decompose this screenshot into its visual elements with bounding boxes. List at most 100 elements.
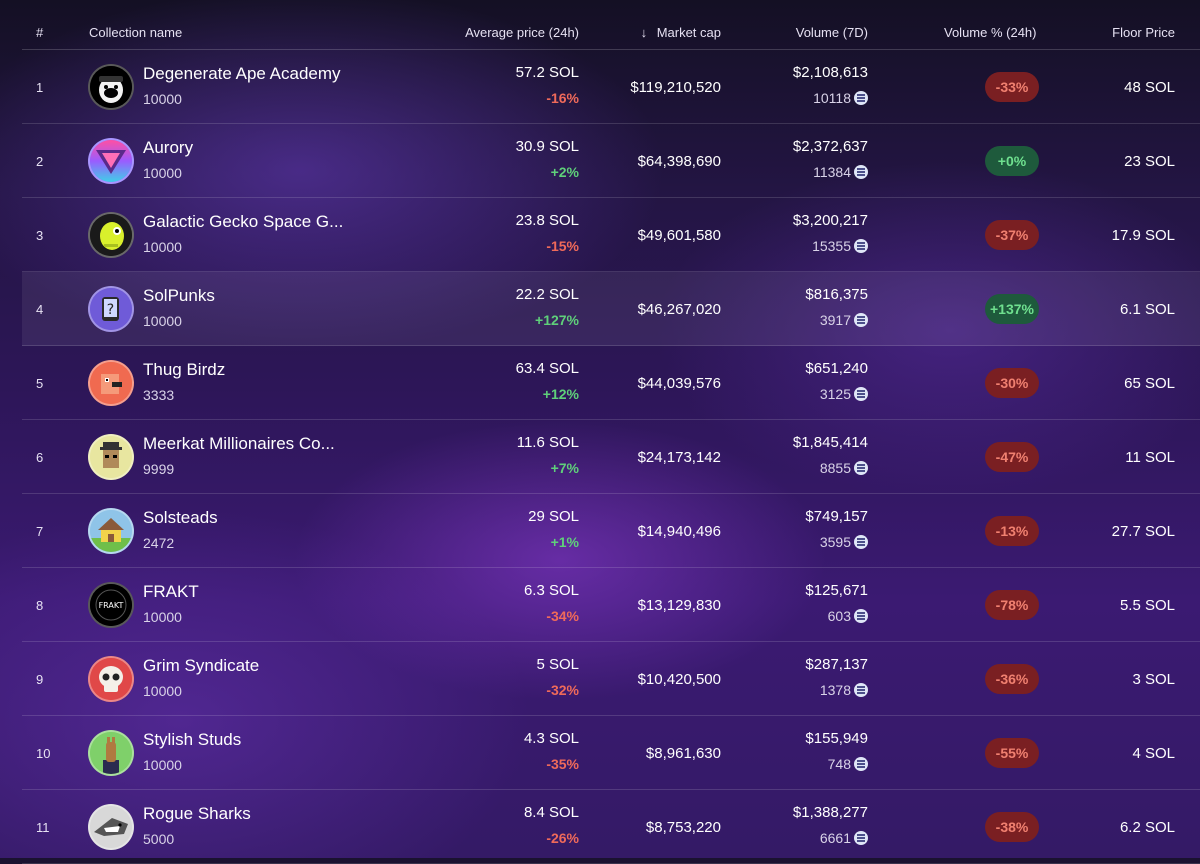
- floor-price: 17.9 SOL: [1111, 227, 1175, 244]
- market-cap: $8,961,630: [645, 745, 721, 762]
- collection-name[interactable]: FRAKT: [143, 582, 199, 601]
- table-row[interactable]: 2 Aurory 10000 30.9 SOL +2% $64,398,690 …: [22, 124, 1200, 198]
- header-market-cap[interactable]: ↓ Market cap: [641, 25, 721, 40]
- floor-price: 6.2 SOL: [1119, 819, 1175, 836]
- table-row[interactable]: 9 Grim Syndicate 10000 5 SOL -32% $10,42…: [22, 642, 1200, 716]
- house-avatar-icon[interactable]: [88, 508, 134, 554]
- collection-name[interactable]: Aurory: [143, 138, 194, 157]
- volume-7d: $1,845,414: [792, 434, 868, 451]
- volume-7d: $125,671: [805, 582, 868, 599]
- sales-count-value: 3917: [819, 312, 851, 328]
- collection-supply: 9999: [143, 461, 175, 477]
- collection-name[interactable]: Solsteads: [143, 508, 218, 527]
- collection-name[interactable]: Meerkat Millionaires Co...: [143, 434, 335, 453]
- volume-7d: $1,388,277: [792, 804, 868, 821]
- volume-7d: $287,137: [805, 656, 868, 673]
- table-row[interactable]: 8 FRAKT FRAKT 10000 6.3 SOL -34% $13,129…: [22, 568, 1200, 642]
- collections-table: # Collection name Average price (24h) ↓ …: [22, 0, 1200, 864]
- price-change: +2%: [550, 164, 579, 180]
- skull-avatar-icon[interactable]: [88, 656, 134, 702]
- market-cap: $14,940,496: [637, 523, 721, 540]
- average-price: 23.8 SOL: [515, 212, 579, 229]
- sales-count: 8855: [820, 460, 868, 476]
- header-volume-percent[interactable]: Volume % (24h): [944, 25, 1037, 40]
- gecko-avatar-icon[interactable]: [88, 212, 134, 258]
- volume-percent-badge: -36%: [985, 664, 1039, 694]
- collection-name[interactable]: Thug Birdz: [143, 360, 226, 379]
- volume-percent-badge: +137%: [985, 294, 1039, 324]
- floor-price: 6.1 SOL: [1119, 301, 1175, 318]
- collection-name[interactable]: SolPunks: [143, 286, 215, 305]
- header-volume[interactable]: Volume (7D): [795, 25, 868, 40]
- solana-icon: [854, 683, 868, 697]
- collection-supply: 10000: [143, 757, 182, 773]
- table-row[interactable]: 11 Rogue Sharks 5000 8.4 SOL -26% $8,753…: [22, 790, 1200, 864]
- collection-supply: 10000: [143, 165, 182, 181]
- volume-percent-badge: -13%: [985, 516, 1039, 546]
- table-row[interactable]: 10 Stylish Studs 10000 4.3 SOL -35% $8,9…: [22, 716, 1200, 790]
- meerkat-avatar-icon[interactable]: [88, 434, 134, 480]
- punk-avatar-icon[interactable]: ?: [88, 286, 134, 332]
- collection-name[interactable]: Rogue Sharks: [143, 804, 251, 823]
- ape-avatar-icon[interactable]: [88, 64, 134, 110]
- solana-icon: [854, 239, 868, 253]
- table-row[interactable]: 4 ? SolPunks 10000 22.2 SOL +127% $46,26…: [22, 272, 1200, 346]
- header-average-price[interactable]: Average price (24h): [465, 25, 579, 40]
- horse-avatar-icon[interactable]: [88, 730, 134, 776]
- solana-icon: [854, 831, 868, 845]
- header-floor-price[interactable]: Floor Price: [1112, 25, 1175, 40]
- collection-supply: 10000: [143, 239, 182, 255]
- collection-name[interactable]: Degenerate Ape Academy: [143, 64, 341, 83]
- sales-count-value: 6661: [819, 830, 851, 846]
- sales-count-value: 15355: [812, 238, 851, 254]
- price-change: +1%: [550, 534, 579, 550]
- volume-7d: $2,372,637: [792, 138, 868, 155]
- volume-percent-badge: -78%: [985, 590, 1039, 620]
- frakt-logo-icon[interactable]: FRAKT: [88, 582, 134, 628]
- volume-percent-badge: -33%: [985, 72, 1039, 102]
- sales-count-value: 8855: [819, 460, 851, 476]
- table-row[interactable]: 1 Degenerate Ape Academy 10000 57.2 SOL …: [22, 50, 1200, 124]
- volume-7d: $155,949: [805, 730, 868, 747]
- table-row[interactable]: 7 Solsteads 2472 29 SOL +1% $14,940,496 …: [22, 494, 1200, 568]
- market-cap: $46,267,020: [637, 301, 721, 318]
- header-rank[interactable]: #: [36, 25, 44, 40]
- average-price: 6.3 SOL: [523, 582, 579, 599]
- solana-icon: [854, 165, 868, 179]
- average-price: 5 SOL: [536, 656, 579, 673]
- collection-name[interactable]: Galactic Gecko Space G...: [143, 212, 344, 231]
- row-rank: 1: [36, 80, 44, 95]
- volume-percent-badge: -30%: [985, 368, 1039, 398]
- volume-percent-badge: -47%: [985, 442, 1039, 472]
- collection-supply: 10000: [143, 683, 182, 699]
- shark-avatar-icon[interactable]: [88, 804, 134, 850]
- solana-icon: [854, 387, 868, 401]
- solana-icon: [854, 91, 868, 105]
- sales-count: 3917: [820, 312, 868, 328]
- floor-price: 23 SOL: [1124, 153, 1175, 170]
- average-price: 29 SOL: [528, 508, 579, 525]
- collection-name[interactable]: Grim Syndicate: [143, 656, 260, 675]
- price-change: +7%: [550, 460, 579, 476]
- average-price: 57.2 SOL: [515, 64, 579, 81]
- sales-count: 3125: [820, 386, 868, 402]
- floor-price: 27.7 SOL: [1111, 523, 1175, 540]
- row-rank: 4: [36, 302, 44, 317]
- volume-percent-badge: +0%: [985, 146, 1039, 176]
- row-rank: 8: [36, 598, 44, 613]
- table-row[interactable]: 3 Galactic Gecko Space G... 10000 23.8 S…: [22, 198, 1200, 272]
- floor-price: 3 SOL: [1132, 671, 1175, 688]
- sales-count: 603: [828, 608, 868, 624]
- collection-name[interactable]: Stylish Studs: [143, 730, 242, 749]
- aurory-logo-icon[interactable]: [88, 138, 134, 184]
- table-row[interactable]: 6 Meerkat Millionaires Co... 9999 11.6 S…: [22, 420, 1200, 494]
- table-row[interactable]: 5 Thug Birdz 3333 63.4 SOL +12% $44,039,…: [22, 346, 1200, 420]
- collection-supply: 10000: [143, 313, 182, 329]
- table-body: 1 Degenerate Ape Academy 10000 57.2 SOL …: [22, 50, 1200, 864]
- market-cap: $64,398,690: [637, 153, 721, 170]
- svg-text:FRAKT: FRAKT: [99, 601, 124, 610]
- bird-avatar-icon[interactable]: [88, 360, 134, 406]
- header-collection-name[interactable]: Collection name: [89, 25, 183, 40]
- price-change: -26%: [546, 830, 579, 846]
